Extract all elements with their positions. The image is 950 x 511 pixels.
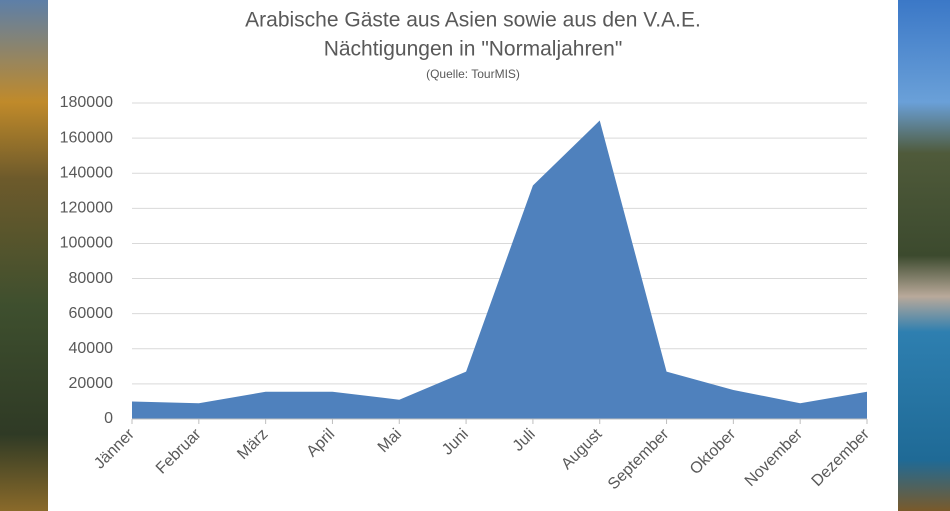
y-tick-label: 60000: [69, 305, 114, 322]
y-tick-label: 120000: [60, 200, 113, 217]
y-tick-label: 180000: [60, 94, 113, 111]
y-tick-label: 0: [104, 410, 113, 427]
background-photo: [898, 0, 950, 511]
chart-background: [48, 0, 898, 511]
chart-subtitle: (Quelle: TourMIS): [426, 67, 520, 81]
chart-title: Arabische Gäste aus Asien sowie aus den …: [245, 9, 701, 32]
y-tick-label: 20000: [69, 375, 114, 392]
y-tick-label: 40000: [69, 340, 114, 357]
y-tick-label: 100000: [60, 235, 113, 252]
y-tick-label: 160000: [60, 129, 113, 146]
chart-title: Nächtigungen in "Normaljahren": [324, 38, 623, 61]
y-tick-label: 140000: [60, 164, 113, 181]
y-tick-label: 80000: [69, 270, 114, 287]
background-photo: [0, 0, 48, 511]
area: [132, 120, 867, 420]
